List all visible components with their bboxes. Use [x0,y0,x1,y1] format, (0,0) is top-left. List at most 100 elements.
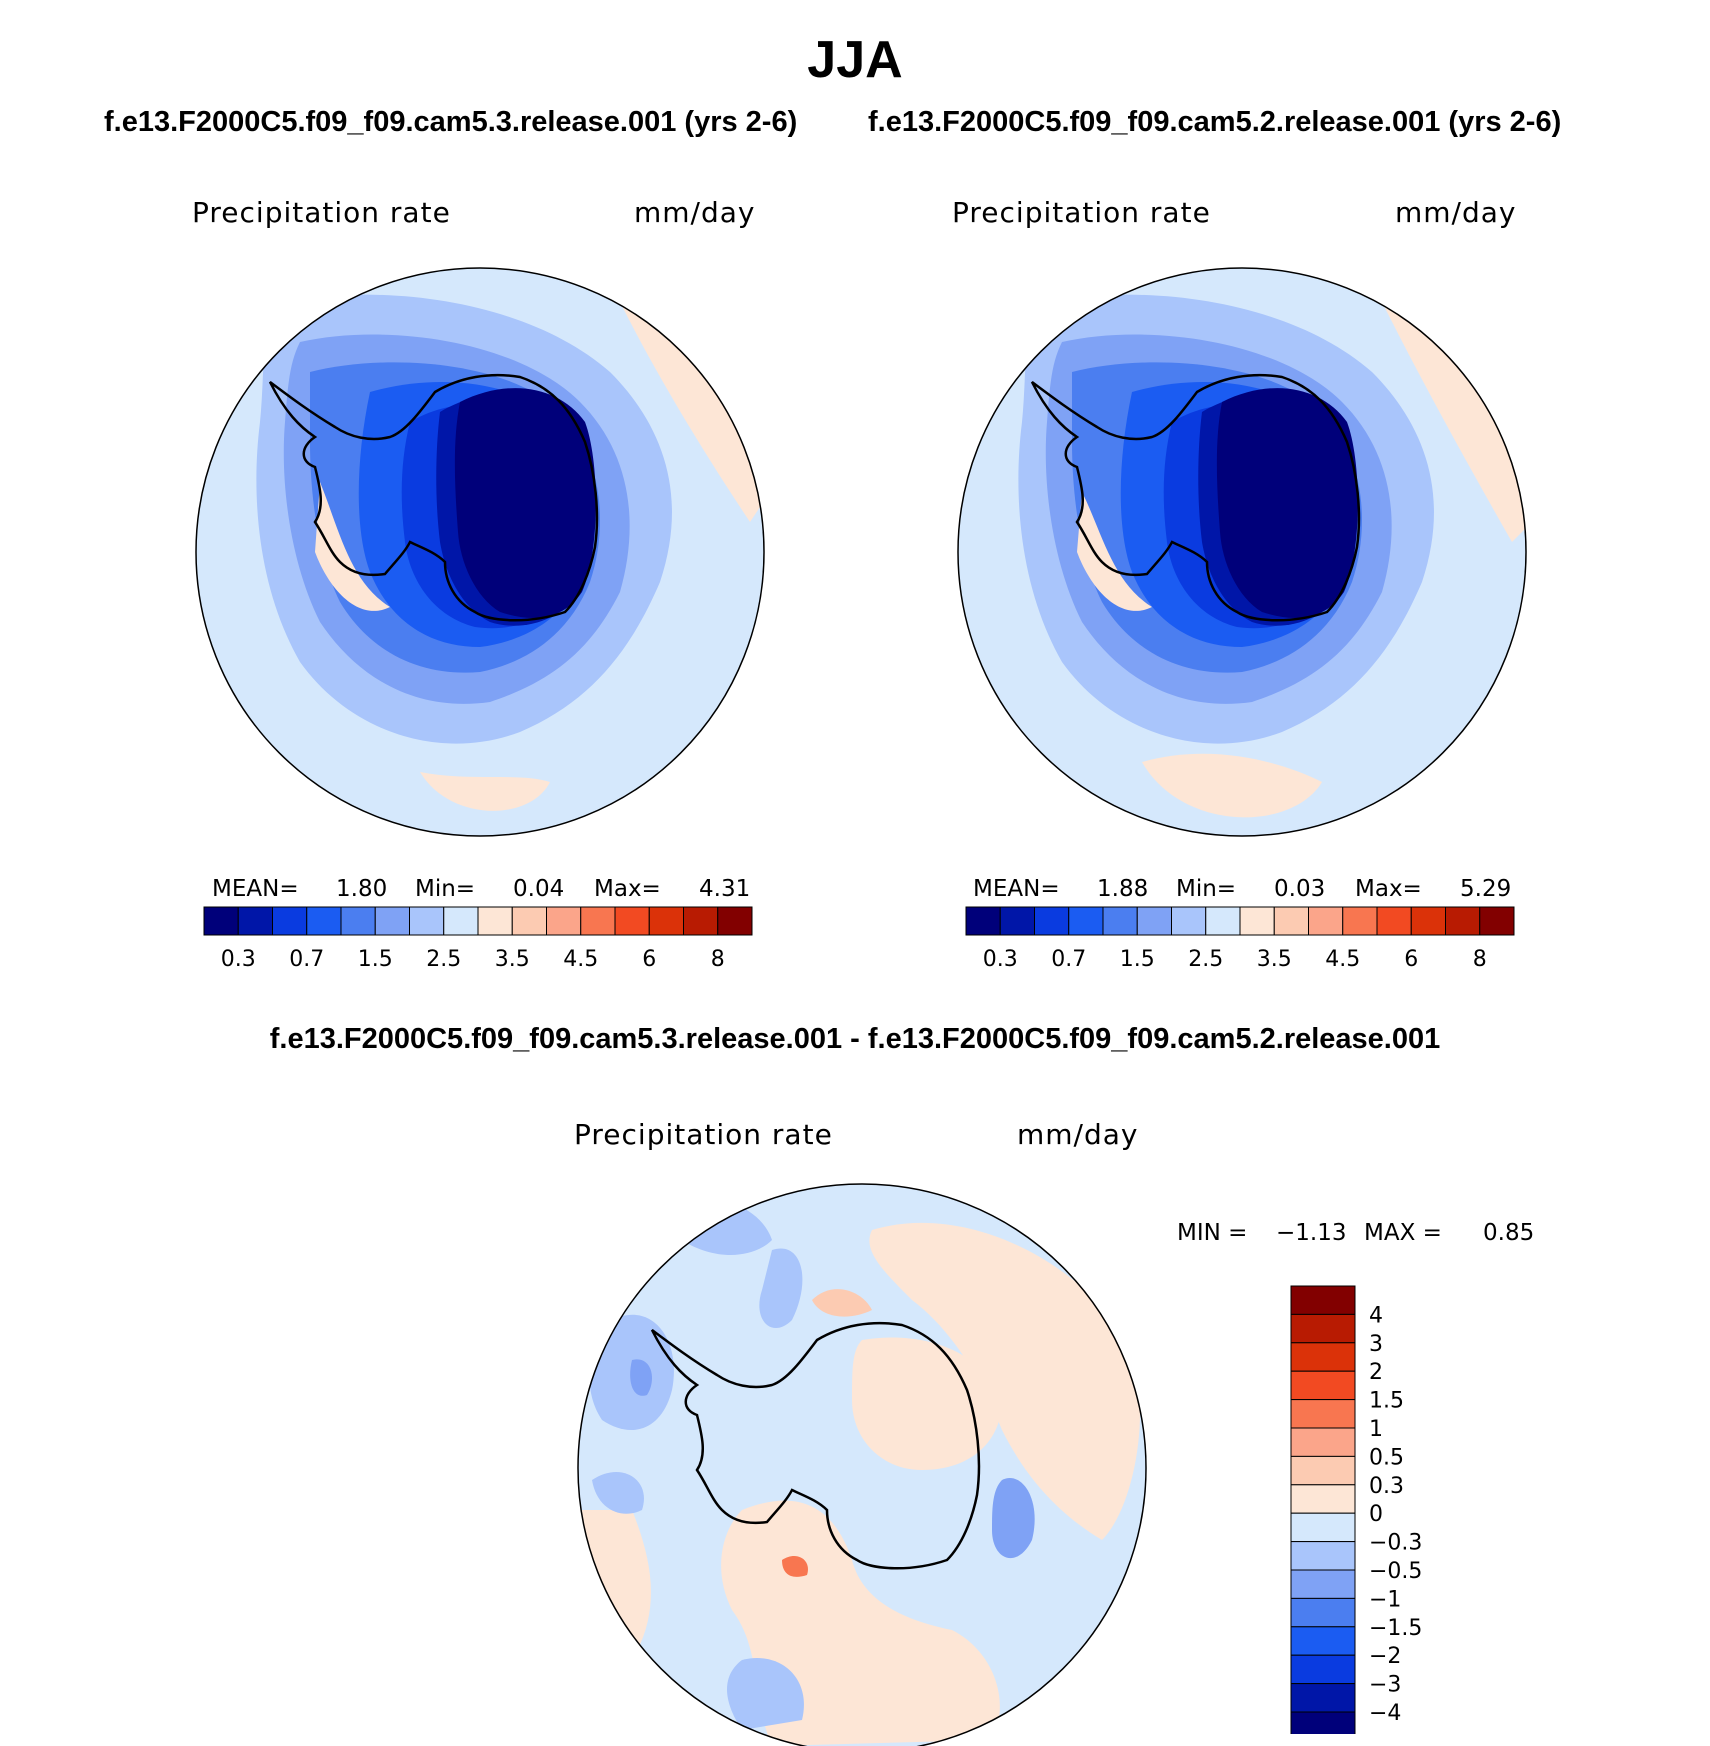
panel1-min-value: 0.04 [513,876,565,902]
colorbar-tick-label: 0.7 [1051,947,1086,972]
diff-colorbar-swatch [1290,1597,1356,1628]
colorbar-swatch [648,906,684,936]
page-title: JJA [807,31,903,89]
diff-colorbar-tick-label: 0.3 [1369,1474,1404,1499]
diff-colorbar-tick-label: −1 [1369,1587,1401,1612]
diff-colorbar-tick-label: −0.5 [1369,1559,1422,1584]
difference-polar-map [577,1183,1147,1746]
diff-colorbar-tick-label: −4 [1369,1701,1401,1726]
panel2-max-value: 5.29 [1460,876,1512,902]
panel1-max-value: 4.31 [699,876,751,902]
diff-colorbar-swatch [1290,1569,1356,1599]
colorbar-tick-label: 4.5 [1325,947,1360,972]
colorbar-tick-label: 3.5 [1257,947,1292,972]
panel1-min-label: Min= [415,876,476,902]
case-a-title: f.e13.F2000C5.f09_f09.cam5.3.release.001… [104,106,798,138]
panel1-precip-field [196,268,764,836]
diff-colorbar-tick-label: −0.3 [1369,1531,1422,1556]
colorbar-swatch [614,906,650,936]
colorbar-tick-label: 0.3 [221,947,256,972]
colorbar-tick-label: 4.5 [563,947,598,972]
panel2-polar-map [957,267,1527,837]
colorbar-swatch [965,906,1001,936]
colorbar-swatch [1445,906,1481,936]
colorbar-swatch [1308,906,1344,936]
diff-colorbar-swatch [1290,1711,1356,1734]
panel1-mean-value: 1.80 [336,876,388,902]
case-b-title: f.e13.F2000C5.f09_f09.cam5.2.release.001… [868,106,1562,138]
diff-colorbar-tick-label: 2 [1369,1360,1383,1385]
diff-colorbar-swatch [1290,1455,1356,1486]
panel1-colorbar: 0.3 0.7 1.5 2.5 3.5 4.5 6 8 [203,906,753,972]
panel2-mean-label: MEAN= [973,876,1060,902]
colorbar-swatch [1102,906,1138,936]
colorbar-tick-label: 8 [711,947,725,972]
colorbar-tick-label: 1.5 [1120,947,1155,972]
colorbar-swatch [683,906,719,936]
panel2-mean-value: 1.88 [1097,876,1149,902]
colorbar-swatch [340,906,376,936]
diff-colorbar-swatch [1290,1541,1356,1571]
difference-title: f.e13.F2000C5.f09_f09.cam5.3.release.001… [269,1023,1441,1055]
colorbar-tick-label: 8 [1473,947,1487,972]
colorbar-swatch [1376,906,1412,936]
panel1-polar-map [195,267,765,837]
difference-precip-field [578,1184,1146,1746]
colorbar-swatch [1239,906,1275,936]
colorbar-swatch [999,906,1035,936]
difference-colorbar: 4 3 2 1.5 1 0.5 0.3 0 −0.3 −0.5 −1 −1.5 −2 −3 −4 [1290,1285,1422,1734]
colorbar-swatch [717,906,753,936]
diff-colorbar-tick-label: −2 [1369,1644,1401,1669]
colorbar-swatch [580,906,616,936]
colorbar-tick-label: 2.5 [1188,947,1223,972]
panel2-min-value: 0.03 [1274,876,1326,902]
diff-colorbar-swatch [1290,1285,1356,1315]
colorbar-tick-label: 0.7 [289,947,324,972]
colorbar-tick-label: 0.3 [983,947,1018,972]
colorbar-swatch [546,906,582,936]
diff-colorbar-swatch [1290,1484,1356,1514]
diff-min-label: MIN = [1177,1220,1248,1246]
colorbar-swatch [272,906,308,936]
colorbar-swatch [1068,906,1104,936]
panel2-precip-field [958,268,1526,836]
colorbar-swatch [374,906,410,936]
colorbar-swatch [1273,906,1309,936]
panel2-min-label: Min= [1176,876,1237,902]
colorbar-swatch [443,906,479,936]
colorbar-swatch [477,906,513,936]
diff-max-label: MAX = [1364,1220,1442,1246]
colorbar-swatch [1410,906,1446,936]
colorbar-swatch [237,906,273,936]
diff-colorbar-swatch [1290,1654,1356,1685]
panel1-mean-label: MEAN= [212,876,299,902]
diff-colorbar-tick-label: 0 [1369,1502,1383,1527]
colorbar-swatch [1034,906,1070,936]
panel1-variable-label: Precipitation rate [192,196,451,229]
diff-units-label: mm/day [1017,1118,1139,1151]
panel1-max-label: Max= [594,876,661,902]
colorbar-swatch [1479,906,1515,936]
diff-colorbar-tick-label: 3 [1369,1332,1383,1357]
colorbar-tick-label: 3.5 [495,947,530,972]
diff-colorbar-swatch [1290,1512,1356,1543]
colorbar-swatch [1171,906,1207,936]
panel2-colorbar: 0.3 0.7 1.5 2.5 3.5 4.5 6 8 [965,906,1515,972]
diff-colorbar-swatch [1290,1342,1356,1372]
diff-colorbar-tick-label: −1.5 [1369,1616,1422,1641]
diff-min-value: −1.13 [1276,1220,1347,1246]
diff-colorbar-swatch [1290,1370,1356,1401]
colorbar-swatch [306,906,342,936]
diff-colorbar-swatch [1290,1399,1356,1429]
panel2-max-label: Max= [1355,876,1422,902]
diff-colorbar-swatch [1290,1313,1356,1344]
diff-variable-label: Precipitation rate [574,1118,833,1151]
panel2-units-label: mm/day [1395,196,1517,229]
diff-colorbar-swatch [1290,1626,1356,1656]
diff-colorbar-swatch [1290,1427,1356,1457]
colorbar-swatch [1342,906,1378,936]
colorbar-tick-label: 1.5 [358,947,393,972]
diff-colorbar-tick-label: 4 [1369,1303,1383,1328]
diff-colorbar-tick-label: 1 [1369,1417,1383,1442]
panel1-units-label: mm/day [634,196,756,229]
